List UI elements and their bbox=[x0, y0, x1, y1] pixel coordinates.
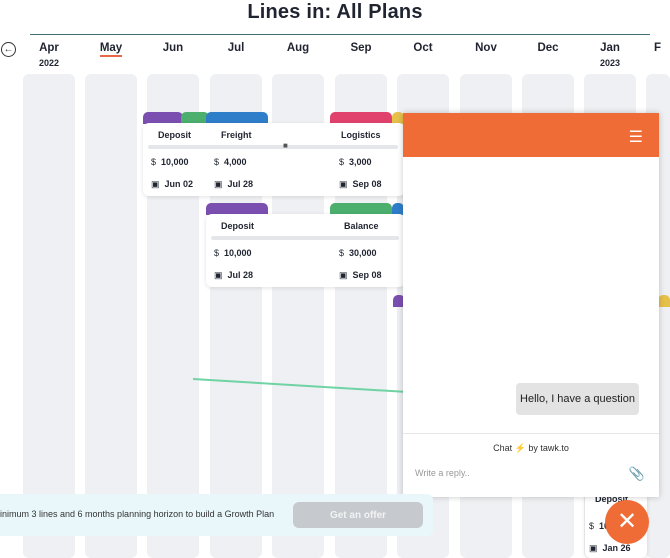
line-tab-purple[interactable] bbox=[393, 295, 405, 307]
month-jan[interactable]: Jan 2023 bbox=[599, 42, 621, 68]
month-dec[interactable]: Dec bbox=[537, 42, 559, 54]
lightning-icon: ⚡ bbox=[514, 443, 526, 453]
month-oct[interactable]: Oct bbox=[413, 42, 433, 54]
month-sep[interactable]: Sep bbox=[350, 42, 372, 54]
plan-line-card[interactable]: Deposit Balance $10,000 $30,000 ▣ Jul 28 … bbox=[206, 214, 405, 287]
calendar-icon: ▣ bbox=[214, 270, 223, 280]
deposit-amount: $10,000 bbox=[214, 248, 252, 258]
deposit-date: ▣ Jul 28 bbox=[214, 270, 254, 280]
month-apr[interactable]: Apr 2022 bbox=[38, 42, 60, 68]
timeline-bar bbox=[211, 236, 399, 240]
page-title: Lines in: All Plans bbox=[247, 1, 423, 23]
balance-amount: $30,000 bbox=[339, 248, 377, 258]
balance-date: ▣ Sep 08 bbox=[339, 270, 382, 280]
reply-input[interactable]: Write a reply.. bbox=[415, 468, 470, 478]
month-feb[interactable]: F bbox=[653, 42, 662, 54]
banner-text: inimum 3 lines and 6 months planning hor… bbox=[0, 509, 275, 519]
deposit-label: Deposit bbox=[595, 494, 629, 504]
cube-icon: ■ bbox=[283, 141, 288, 150]
logistics-amount: $3,000 bbox=[339, 157, 372, 167]
line-tab-purple[interactable] bbox=[143, 112, 183, 124]
line-tab-purple[interactable] bbox=[206, 203, 268, 215]
plan-line-card[interactable]: Deposit Freight Logistics ■ $10,000 $4,0… bbox=[143, 123, 405, 196]
calendar-icon: ▣ bbox=[151, 179, 160, 189]
timeline-bar bbox=[148, 145, 398, 149]
line-tab-pink[interactable] bbox=[330, 112, 392, 124]
month-aug[interactable]: Aug bbox=[286, 42, 310, 54]
freight-label: Freight bbox=[221, 130, 252, 140]
month-jun[interactable]: Jun bbox=[162, 42, 184, 54]
freight-date: ▣ Jul 28 bbox=[214, 179, 254, 189]
month-jul[interactable]: Jul bbox=[227, 42, 245, 54]
deposit-date: ▣ Jan 26 bbox=[589, 543, 631, 553]
month-may[interactable]: May bbox=[86, 42, 136, 57]
chat-message-bubble: Hello, I have a question bbox=[516, 383, 639, 415]
timeline-column bbox=[85, 74, 137, 558]
hamburger-menu-icon[interactable]: ☰ bbox=[628, 129, 643, 146]
timeline-column bbox=[23, 74, 75, 558]
calendar-icon: ▣ bbox=[339, 270, 348, 280]
line-tab-green[interactable] bbox=[330, 203, 392, 215]
close-icon: ✕ bbox=[616, 508, 638, 535]
line-tab-yellow[interactable] bbox=[658, 295, 670, 307]
calendar-icon: ▣ bbox=[339, 179, 348, 189]
calendar-icon: ▣ bbox=[214, 179, 223, 189]
powered-by-label[interactable]: Chat ⚡ by tawk.to bbox=[493, 443, 569, 453]
line-tab-blue[interactable] bbox=[206, 112, 268, 124]
deposit-amount: $10 bbox=[589, 521, 610, 531]
month-nov[interactable]: Nov bbox=[475, 42, 497, 54]
line-tab-green[interactable] bbox=[181, 112, 209, 124]
chat-widget[interactable]: ☰ Hello, I have a question Chat ⚡ by taw… bbox=[403, 113, 659, 497]
paperclip-icon[interactable]: 📎 bbox=[628, 466, 645, 481]
deposit-label: Deposit bbox=[221, 221, 255, 231]
get-offer-button[interactable]: Get an offer bbox=[293, 502, 423, 528]
line-tab-yellow[interactable] bbox=[392, 112, 404, 124]
close-chat-button[interactable]: ✕ bbox=[605, 500, 649, 544]
freight-amount: $4,000 bbox=[214, 157, 247, 167]
line-tab-blue[interactable] bbox=[392, 203, 404, 215]
logistics-label: Logistics bbox=[341, 130, 381, 140]
growth-plan-banner: inimum 3 lines and 6 months planning hor… bbox=[0, 494, 433, 536]
back-arrow-icon[interactable]: ← bbox=[1, 42, 16, 57]
chat-divider bbox=[403, 433, 659, 434]
title-divider bbox=[30, 34, 650, 35]
balance-label: Balance bbox=[344, 221, 379, 231]
deposit-date: ▣ Jun 02 bbox=[151, 179, 194, 189]
deposit-amount: $10,000 bbox=[151, 157, 189, 167]
calendar-icon: ▣ bbox=[589, 543, 598, 553]
chat-header: ☰ bbox=[403, 113, 659, 157]
deposit-label: Deposit bbox=[158, 130, 192, 140]
logistics-date: ▣ Sep 08 bbox=[339, 179, 382, 189]
